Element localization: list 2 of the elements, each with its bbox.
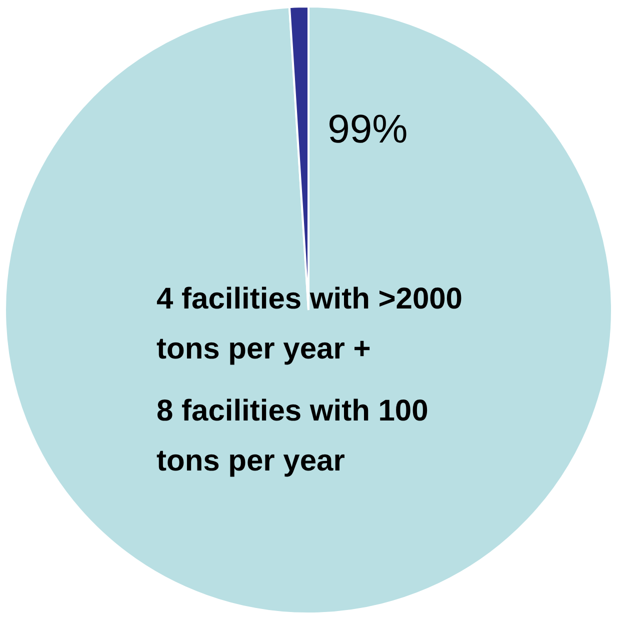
slice-label: 4 facilities with >2000 tons per year + 8 facilities with 100 tons per year [156,282,462,478]
data-label: 99% [328,107,408,152]
